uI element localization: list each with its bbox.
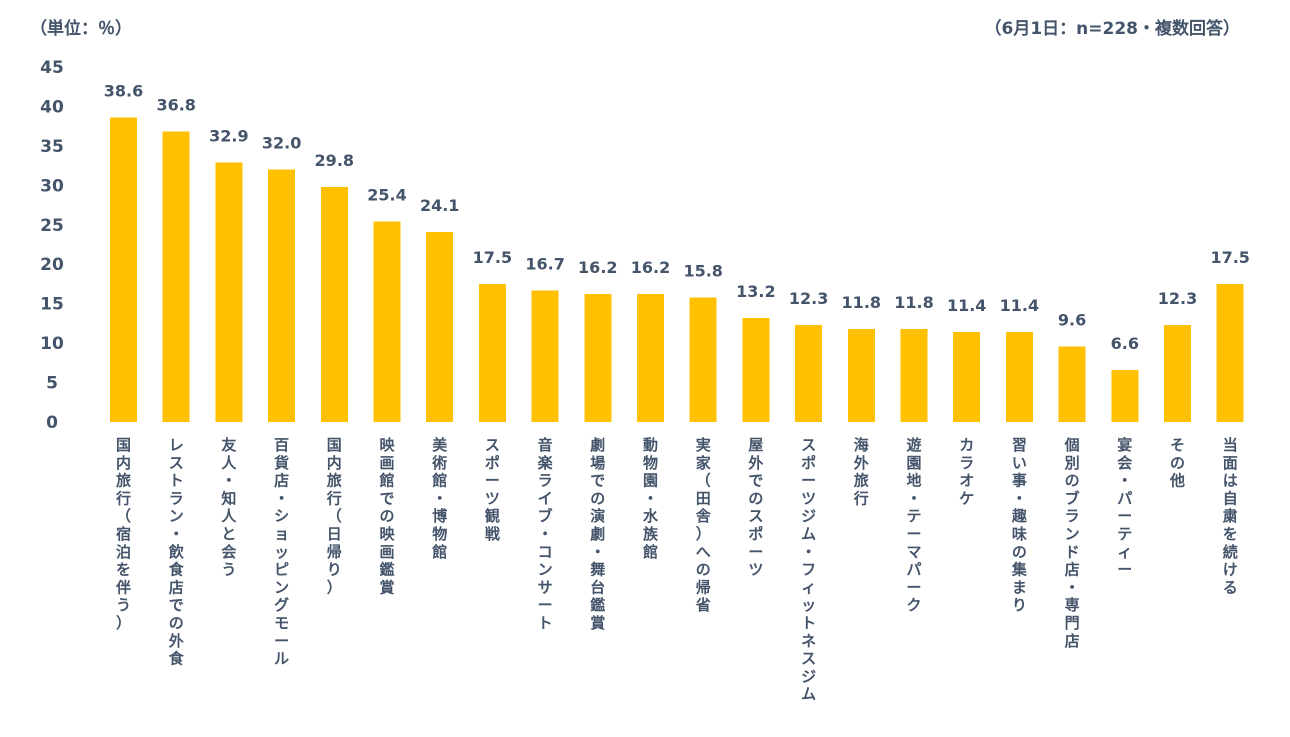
- bar-value-label: 9.6: [1058, 310, 1086, 329]
- bar: [162, 131, 190, 422]
- category-label: 実家（田舎）への帰省: [695, 436, 712, 614]
- bar-value-label: 25.4: [367, 186, 406, 205]
- bar-value-label: 12.3: [789, 289, 828, 308]
- category-label: その他: [1169, 436, 1185, 490]
- category-label: 宴会・パーティー: [1117, 436, 1132, 579]
- category-label: 映画館での映画鑑賞: [378, 436, 395, 596]
- y-tick-label: 15: [40, 295, 64, 315]
- bar-value-label: 24.1: [420, 196, 459, 215]
- category-label: 美術館・博物館: [431, 436, 448, 561]
- sample-note: （6月1日：n=228・複数回答）: [985, 18, 1241, 39]
- bar: [637, 294, 664, 422]
- category-labels: 国内旅行（宿泊を伴う） レストラン・飲食店での外食 友人・知人と会う 百貨店・ショッピ…: [115, 436, 1238, 703]
- bar: [1005, 332, 1033, 422]
- category-label: 国内旅行（宿泊を伴う）: [115, 436, 131, 632]
- bar-value-label: 16.7: [525, 254, 564, 273]
- bar: [373, 221, 401, 422]
- bar-value-label: 6.6: [1111, 334, 1139, 353]
- category-label: 海外旅行: [853, 436, 869, 507]
- value-labels: 38.6 36.8 32.9 32.0 29.8 25.4 24.1 17.5 16.7 16.2…: [104, 82, 1250, 353]
- bar: [478, 283, 506, 422]
- bar-series: [110, 117, 1244, 422]
- bar-value-label: 36.8: [156, 96, 195, 115]
- y-tick-label: 20: [40, 255, 64, 275]
- bar: [531, 290, 559, 422]
- unit-note: （単位：％）: [30, 18, 132, 39]
- y-tick-label: 10: [40, 334, 64, 354]
- bar-value-label: 16.2: [578, 258, 617, 277]
- bar-value-label: 15.8: [683, 261, 722, 280]
- bar-value-label: 17.5: [1210, 248, 1249, 267]
- category-label: 屋外でのスポーツ: [747, 436, 763, 579]
- bar: [1216, 283, 1244, 422]
- bar: [1164, 325, 1191, 422]
- category-label: 遊園地・テーマパーク: [906, 436, 921, 614]
- y-tick-label: 35: [40, 137, 64, 157]
- category-label: 百貨店・ショッピングモール: [274, 436, 289, 668]
- bar-value-label: 13.2: [736, 282, 775, 301]
- bar-value-label: 12.3: [1158, 289, 1197, 308]
- category-label: 劇場での演劇・舞台鑑賞: [590, 436, 605, 632]
- category-label: 国内旅行（日帰り）: [326, 436, 342, 596]
- category-label: 個別のブランド店・専門店: [1064, 436, 1080, 650]
- category-label: レストラン・飲食店での外食: [168, 436, 185, 668]
- bar: [953, 332, 981, 422]
- bar-value-label: 32.9: [209, 127, 248, 146]
- bar: [215, 162, 243, 422]
- category-label: 習い事・趣味の集まり: [1011, 436, 1028, 614]
- bar-value-label: 11.4: [947, 296, 986, 315]
- y-tick-label: 45: [40, 58, 64, 78]
- category-label: カラオケ: [959, 436, 974, 507]
- category-label: 音楽ライブ・コンサート: [538, 436, 554, 632]
- bar: [320, 186, 348, 422]
- bar: [426, 231, 454, 422]
- bar: [1111, 369, 1139, 422]
- bar: [847, 328, 875, 422]
- bar: [689, 297, 717, 422]
- bar: [742, 317, 770, 422]
- bar-value-label: 38.6: [104, 82, 143, 101]
- bar-value-label: 17.5: [473, 248, 512, 267]
- category-label: スポーツ観戦: [485, 436, 501, 543]
- bar: [584, 294, 612, 422]
- y-tick-label: 40: [40, 97, 64, 117]
- y-tick-label: 25: [40, 216, 64, 236]
- bar: [268, 169, 296, 422]
- bar-value-label: 11.8: [894, 293, 933, 312]
- category-label: スポーツジム・フィットネスジム: [801, 436, 816, 703]
- y-tick-label: 0: [46, 413, 58, 433]
- y-tick-label: 30: [40, 176, 64, 196]
- bar-value-label: 16.2: [631, 258, 670, 277]
- bar: [900, 328, 928, 422]
- bar-value-label: 11.4: [1000, 296, 1039, 315]
- category-label: 当面は自粛を続ける: [1222, 436, 1238, 596]
- category-label: 友人・知人と会う: [221, 436, 237, 579]
- y-axis: 0 5 10 15 20 25 30 35 40 45: [40, 58, 64, 433]
- y-tick-label: 5: [46, 374, 58, 394]
- bar-value-label: 11.8: [842, 293, 881, 312]
- bar: [1058, 346, 1086, 422]
- bar: [110, 117, 137, 422]
- bar-value-label: 29.8: [315, 151, 354, 170]
- category-label: 動物園・水族館: [642, 436, 659, 561]
- bar: [795, 325, 823, 422]
- bar-value-label: 32.0: [262, 134, 301, 153]
